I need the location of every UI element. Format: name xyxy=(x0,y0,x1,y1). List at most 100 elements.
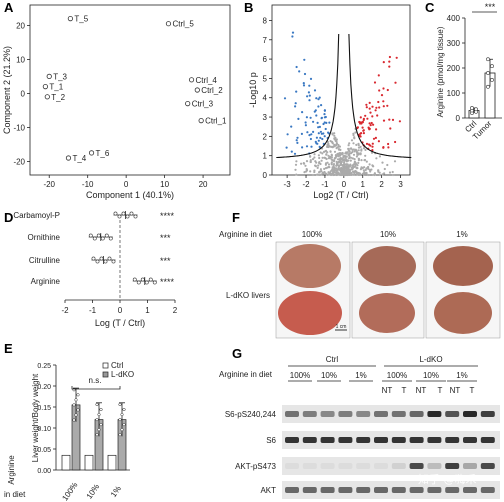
panel-g-band xyxy=(445,437,460,443)
panel-b-dot xyxy=(320,132,323,135)
panel-b-dot xyxy=(367,127,371,130)
panel-a-point xyxy=(165,21,172,27)
panel-b-dot xyxy=(339,173,342,177)
panel-b-dot xyxy=(336,152,339,155)
panel-b-dot xyxy=(353,161,356,164)
panel-b-dot xyxy=(309,77,313,80)
panel-b-dot xyxy=(321,137,324,141)
panel-e-dot xyxy=(120,428,124,432)
panel-f-liver-10a xyxy=(358,246,416,286)
panel-e-bar-ctrl xyxy=(84,454,94,471)
panel-b-dot xyxy=(348,152,351,155)
panel-b-dot xyxy=(362,147,366,150)
panel-c-dot xyxy=(490,77,494,82)
panel-g-blot-bg xyxy=(282,457,500,475)
panel-a-point xyxy=(42,84,48,90)
panel-g-ldko-diet: 1% xyxy=(456,371,468,380)
panel-e-dot xyxy=(122,423,126,427)
panel-b-dot xyxy=(314,160,317,163)
panel-b-dot xyxy=(295,65,298,69)
panel-b-dot xyxy=(321,152,324,155)
panel-b-dot xyxy=(317,98,320,101)
panel-g-band-label: S6 xyxy=(266,436,276,445)
panel-b-dot xyxy=(317,126,320,129)
panel-b-dot xyxy=(342,167,345,171)
panel-c-ytick-label: 100 xyxy=(447,89,461,98)
panel-b-dot xyxy=(389,127,392,130)
panel-b-dot xyxy=(291,35,294,38)
panel-b-ytick-label: 3 xyxy=(263,113,268,122)
panel-g-band xyxy=(480,463,495,469)
panel-e-ytick-label: 0.00 xyxy=(37,468,51,475)
panel-g-band xyxy=(391,463,406,469)
panel-b-dot xyxy=(295,90,298,93)
panel-b-dot xyxy=(370,151,374,154)
panel-b-dot xyxy=(364,148,367,151)
panel-e-ylabel: Liver weight/Body weight xyxy=(31,373,40,462)
panel-b-dot xyxy=(377,74,380,77)
panel-b-dot xyxy=(363,166,366,169)
panel-b-xtick-label: 1 xyxy=(361,180,366,189)
panel-d-row-sig: **** xyxy=(160,211,175,221)
panel-b-dot xyxy=(346,159,349,162)
panel-b-dot xyxy=(349,159,352,162)
panel-b-dot xyxy=(331,159,334,162)
panel-b-dot xyxy=(383,167,386,171)
panel-b-dot xyxy=(338,161,341,164)
panel-e-ns: n.s. xyxy=(89,376,102,385)
panel-b-dot xyxy=(347,144,350,147)
panel-d-dot xyxy=(91,256,96,261)
panel-a-ytick-label: -10 xyxy=(13,123,25,132)
panel-a-xtick-label: 10 xyxy=(160,180,169,189)
panel-d-dot xyxy=(113,211,118,216)
panel-b-dot xyxy=(317,154,320,157)
panel-b-dot xyxy=(367,173,370,177)
panel-b-dot xyxy=(334,154,337,157)
panel-b-dot xyxy=(316,121,319,124)
panel-b-dot xyxy=(327,144,330,147)
panel-b-dot xyxy=(304,124,307,127)
watermark: 知乎 @嗨禾 xyxy=(418,472,477,486)
panel-b-dot xyxy=(329,140,332,143)
panel-b-dot xyxy=(364,154,367,157)
panel-a-xtick-label: -20 xyxy=(43,180,55,189)
panel-b-dot xyxy=(313,89,317,92)
panel-c-sig: *** xyxy=(485,2,496,12)
panel-a-point-label: Ctrl_1 xyxy=(205,117,227,126)
panel-b-dot xyxy=(325,157,328,161)
panel-e-bars xyxy=(61,387,127,471)
panel-b-dot xyxy=(336,158,340,161)
panel-b-dot xyxy=(349,163,352,166)
panel-b-dot xyxy=(300,162,303,165)
panel-e-dot xyxy=(99,423,103,427)
panel-d-dot xyxy=(144,280,149,285)
panel-c-ytick-label: 0 xyxy=(456,114,461,123)
panel-b-xlabel: Log2 (T / Ctrl) xyxy=(313,190,368,200)
panel-b-dot xyxy=(333,137,336,140)
panel-b-dot xyxy=(334,157,337,160)
panel-b-dot xyxy=(316,173,319,176)
panel-f-liver-1a xyxy=(433,246,493,286)
panel-f-col-100: 100% xyxy=(302,230,322,239)
panel-b-dot xyxy=(285,146,288,149)
panel-b-dot xyxy=(358,134,361,138)
panel-b-dot xyxy=(293,152,297,155)
panel-b-dot xyxy=(357,144,360,147)
panel-f-header: Arginine in diet xyxy=(219,230,273,239)
panel-b-dot xyxy=(368,163,371,166)
panel-g-band xyxy=(480,411,495,417)
panel-e-dot xyxy=(95,402,99,407)
panel-b-dot xyxy=(359,132,362,135)
panel-b-dot xyxy=(312,120,315,123)
panel-g-band xyxy=(427,487,442,493)
panel-b-dot xyxy=(323,167,326,170)
panel-b-dot xyxy=(387,142,390,146)
panel-d-rows: Carbamoyl-P **** Ornithine *** Citrulline ***… xyxy=(13,211,175,287)
panel-e-dot xyxy=(99,407,103,412)
panel-d-dot xyxy=(132,277,137,282)
panel-b-dot xyxy=(343,173,346,176)
panel-b-ytick-label: 7 xyxy=(263,36,268,45)
panel-b-dot xyxy=(393,160,397,163)
panel-a-point xyxy=(185,101,191,107)
panel-d-ticks: -2 -1 0 1 2 xyxy=(61,300,178,315)
